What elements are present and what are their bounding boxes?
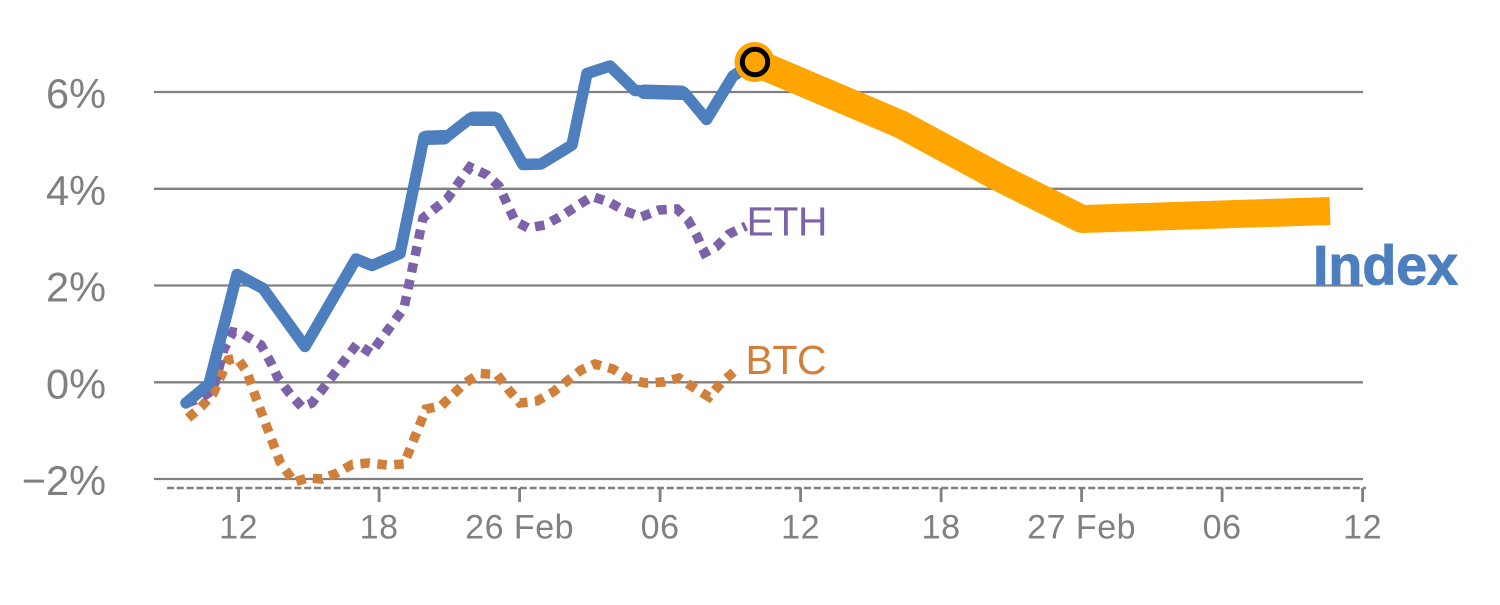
svg-text:0%: 0% — [46, 360, 106, 407]
svg-text:18: 18 — [922, 509, 961, 547]
svg-text:26 Feb: 26 Feb — [465, 509, 574, 547]
svg-text:4%: 4% — [46, 167, 106, 214]
svg-text:6%: 6% — [46, 70, 106, 117]
svg-text:2%: 2% — [46, 264, 106, 311]
svg-text:12: 12 — [1343, 509, 1382, 547]
svg-text:27 Feb: 27 Feb — [1027, 509, 1136, 547]
svg-text:18: 18 — [360, 509, 399, 547]
svg-text:−2%: −2% — [22, 457, 106, 504]
svg-text:BTC: BTC — [746, 337, 827, 383]
svg-text:06: 06 — [1203, 509, 1242, 547]
svg-text:06: 06 — [641, 509, 680, 547]
svg-text:ETH: ETH — [747, 199, 828, 245]
svg-text:12: 12 — [219, 509, 258, 547]
svg-text:Index: Index — [1313, 235, 1458, 297]
svg-text:12: 12 — [781, 509, 820, 547]
